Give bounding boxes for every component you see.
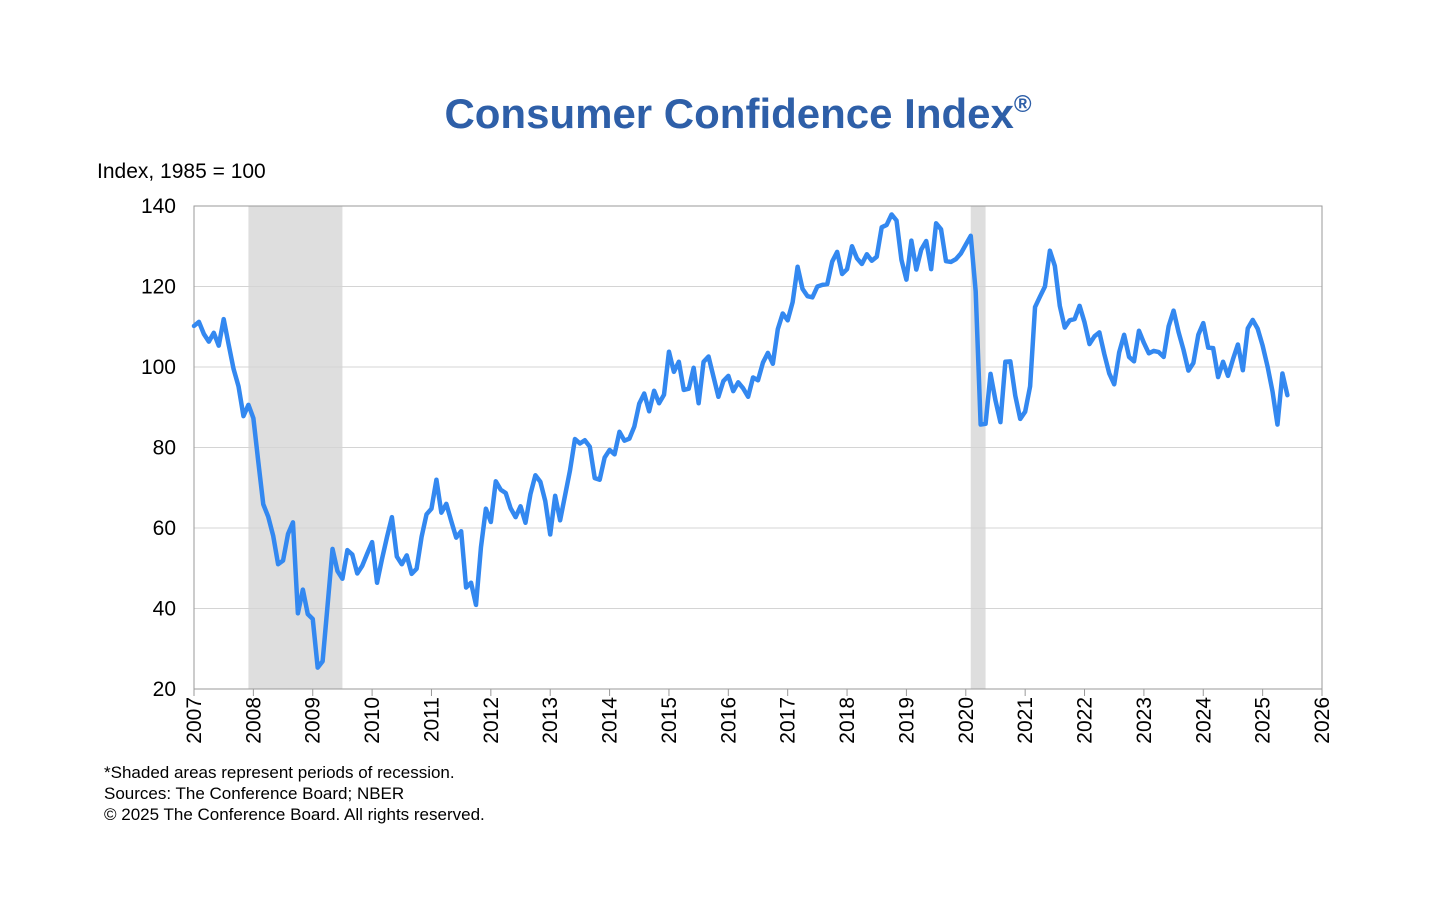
y-tick-label-20: 20 <box>153 678 176 701</box>
y-axis-ticks: 20 40 60 80 100 120 140 <box>141 195 176 701</box>
x-tick-label-2009: 2009 <box>302 697 325 744</box>
sources-line: Sources: The Conference Board; NBER <box>104 784 405 803</box>
registered-mark: ® <box>1014 91 1032 118</box>
x-tick-label-2026: 2026 <box>1311 697 1334 744</box>
chart-title-text: Consumer Confidence Index <box>444 90 1014 137</box>
x-tick-label-2012: 2012 <box>480 697 503 744</box>
x-tick-label-2013: 2013 <box>539 697 562 744</box>
x-tick-label-2018: 2018 <box>836 697 859 744</box>
x-tick-label-2010: 2010 <box>361 697 384 744</box>
x-tick-label-2020: 2020 <box>955 697 978 744</box>
y-tick-label-60: 60 <box>153 517 176 540</box>
x-tick-label-2008: 2008 <box>242 697 265 744</box>
x-tick-label-2021: 2021 <box>1014 697 1037 744</box>
x-tick-label-2025: 2025 <box>1252 697 1275 744</box>
x-tick-label-2024: 2024 <box>1192 697 1215 744</box>
x-tick-label-2016: 2016 <box>717 697 740 744</box>
y-tick-label-120: 120 <box>141 276 176 299</box>
plot-frame <box>193 205 1323 690</box>
x-tick-label-2019: 2019 <box>895 697 918 744</box>
x-axis-ticks: 2007 2008 2009 2010 2011 2012 2013 2014 2015 2016… <box>183 689 1334 744</box>
chart-footer: *Shaded areas represent periods of reces… <box>104 762 485 825</box>
x-tick-label-2017: 2017 <box>777 697 800 744</box>
series-line-1 <box>191 212 1290 670</box>
series-layer <box>191 212 1290 670</box>
x-tick-label-2014: 2014 <box>599 697 622 744</box>
copyright-line: © 2025 The Conference Board. All rights … <box>104 805 485 824</box>
x-tick-label-2022: 2022 <box>1074 697 1097 744</box>
x-tick-label-2011: 2011 <box>420 697 443 742</box>
y-tick-label-80: 80 <box>153 437 176 460</box>
y-axis-unit-label: Index, 1985 = 100 <box>97 160 266 183</box>
y-tick-label-140: 140 <box>141 195 176 218</box>
gridlines <box>194 286 1322 609</box>
y-tick-label-40: 40 <box>153 598 176 621</box>
x-tick-label-2015: 2015 <box>658 697 681 744</box>
x-tick-label-2007: 2007 <box>183 697 206 744</box>
x-tick-label-2023: 2023 <box>1133 697 1156 744</box>
y-tick-label-100: 100 <box>141 356 176 379</box>
chart-title: Consumer Confidence Index® <box>444 90 1031 137</box>
recession-note: *Shaded areas represent periods of reces… <box>104 763 455 782</box>
